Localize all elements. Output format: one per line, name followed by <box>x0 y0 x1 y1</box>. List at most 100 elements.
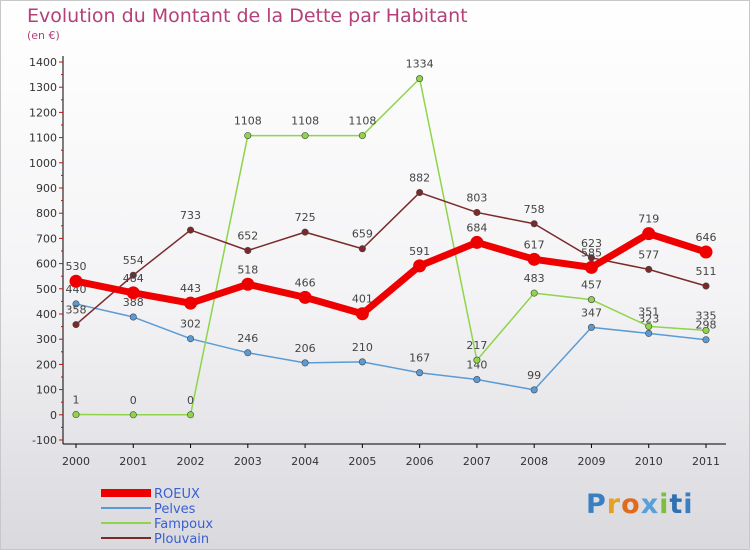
data-point-roeux <box>241 277 255 291</box>
data-point-fampoux <box>530 289 538 297</box>
data-label-plouvain: 882 <box>409 172 430 185</box>
data-label-pelves: 347 <box>581 306 602 319</box>
data-point-pelves <box>129 313 137 321</box>
data-point-roeux <box>184 296 198 310</box>
data-label-pelves: 167 <box>409 352 430 365</box>
data-point-plouvain <box>187 226 195 234</box>
y-tick-label: 300 <box>36 333 57 346</box>
data-label-fampoux: 1 <box>73 394 80 407</box>
series-line-fampoux <box>75 77 707 416</box>
legend-label-roeux: ROEUX <box>154 487 200 502</box>
data-point-roeux <box>470 235 484 249</box>
data-point-fampoux <box>473 356 481 364</box>
legend-label-pelves: Pelves <box>154 502 196 517</box>
y-tick-label: 1000 <box>29 157 57 170</box>
data-point-roeux <box>413 259 427 273</box>
series-line-roeux <box>75 230 708 318</box>
data-point-pelves <box>244 349 252 357</box>
data-point-pelves <box>530 386 538 394</box>
data-label-pelves: 323 <box>638 312 659 325</box>
data-point-pelves <box>473 376 481 384</box>
y-tick-label: 700 <box>36 232 57 245</box>
x-tick-label: 2006 <box>406 455 434 468</box>
x-tick-label: 2004 <box>291 455 319 468</box>
y-tick-label: 200 <box>36 358 57 371</box>
data-label-fampoux: 1108 <box>348 115 376 128</box>
data-label-plouvain: 358 <box>66 304 87 317</box>
data-label-fampoux: 0 <box>187 394 194 407</box>
data-point-roeux <box>642 227 656 241</box>
data-point-pelves <box>187 335 195 343</box>
data-label-pelves: 388 <box>123 296 144 309</box>
data-point-plouvain <box>72 321 80 329</box>
y-tick-label: 500 <box>36 283 57 296</box>
data-point-roeux <box>298 290 312 304</box>
data-label-pelves: 302 <box>180 318 201 331</box>
legend-label-plouvain: Plouvain <box>154 532 209 547</box>
data-point-pelves <box>587 323 595 331</box>
data-label-roeux: 684 <box>466 221 487 234</box>
legend-label-fampoux: Fampoux <box>154 517 213 532</box>
y-tick-label: 0 <box>50 409 57 422</box>
y-tick-label: 400 <box>36 308 57 321</box>
y-tick-label: 600 <box>36 258 57 271</box>
x-tick-label: 2008 <box>520 455 548 468</box>
data-point-pelves <box>645 329 653 337</box>
data-point-fampoux <box>301 132 309 140</box>
data-point-plouvain <box>702 282 710 290</box>
data-point-fampoux <box>129 411 137 419</box>
data-label-roeux: 530 <box>66 260 87 273</box>
data-point-plouvain <box>244 246 252 254</box>
data-point-pelves <box>358 358 366 366</box>
data-point-roeux <box>699 245 713 259</box>
data-point-roeux <box>355 307 369 321</box>
y-tick-label: 1200 <box>29 106 57 119</box>
x-tick-label: 2010 <box>635 455 663 468</box>
data-point-fampoux <box>72 411 80 419</box>
data-label-plouvain: 652 <box>237 229 258 242</box>
y-tick-label: 900 <box>36 182 57 195</box>
data-label-plouvain: 577 <box>638 248 659 261</box>
data-point-plouvain <box>416 189 424 197</box>
data-label-roeux: 617 <box>524 238 545 251</box>
data-point-fampoux <box>702 326 710 334</box>
data-label-pelves: 210 <box>352 341 373 354</box>
data-point-fampoux <box>416 75 424 83</box>
data-point-plouvain <box>358 245 366 253</box>
data-label-plouvain: 511 <box>696 265 717 278</box>
data-label-roeux: 484 <box>123 272 144 285</box>
data-point-roeux <box>527 252 541 266</box>
data-label-pelves: 206 <box>295 342 316 355</box>
data-point-fampoux <box>187 411 195 419</box>
data-label-roeux: 591 <box>409 245 430 258</box>
data-label-pelves: 99 <box>527 369 541 382</box>
x-tick-label: 2007 <box>463 455 491 468</box>
data-point-roeux <box>584 260 598 274</box>
data-label-plouvain: 733 <box>180 209 201 222</box>
x-tick-label: 2011 <box>692 455 720 468</box>
data-label-fampoux: 457 <box>581 279 602 292</box>
data-point-fampoux <box>244 132 252 140</box>
data-label-roeux: 585 <box>581 246 602 259</box>
data-label-fampoux: 351 <box>638 305 659 318</box>
proxiti-logo: Proxiti <box>586 489 694 520</box>
data-label-plouvain: 725 <box>295 211 316 224</box>
data-label-roeux: 518 <box>237 263 258 276</box>
x-tick-label: 2000 <box>62 455 90 468</box>
data-point-plouvain <box>473 208 481 216</box>
data-point-pelves <box>416 369 424 377</box>
data-label-fampoux: 1108 <box>234 115 262 128</box>
data-label-pelves: 140 <box>466 359 487 372</box>
data-point-roeux <box>126 286 140 300</box>
data-point-fampoux <box>587 296 595 304</box>
data-label-fampoux: 335 <box>696 309 717 322</box>
series-line-pelves <box>75 303 707 391</box>
data-point-pelves <box>72 300 80 308</box>
x-tick-label: 2003 <box>234 455 262 468</box>
y-tick-label: 1300 <box>29 81 57 94</box>
data-label-fampoux: 1334 <box>406 58 434 71</box>
data-label-roeux: 401 <box>352 293 373 306</box>
data-label-roeux: 719 <box>638 213 659 226</box>
